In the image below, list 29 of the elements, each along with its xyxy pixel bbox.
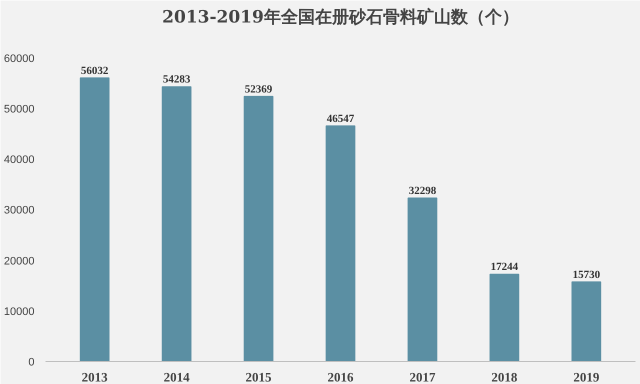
x-tick-label: 2013 <box>82 370 108 384</box>
x-tick-label: 2017 <box>409 370 436 384</box>
y-tick-label: 50000 <box>4 103 35 116</box>
bar <box>326 125 356 362</box>
y-tick-label: 40000 <box>4 154 35 166</box>
x-tick-label: 2015 <box>246 370 272 384</box>
bar <box>571 281 602 362</box>
data-label: 32298 <box>408 185 437 198</box>
data-label: 56032 <box>80 64 109 77</box>
bar <box>408 198 438 362</box>
x-tick-label: 2018 <box>491 370 518 384</box>
bar <box>490 274 520 362</box>
y-tick-label: 10000 <box>4 306 35 318</box>
data-label: 46547 <box>326 112 355 125</box>
x-tick-label: 2014 <box>164 370 190 384</box>
y-tick-label: 60000 <box>4 52 35 65</box>
bar <box>162 86 192 362</box>
y-tick-label: 0 <box>28 356 35 368</box>
data-label: 52369 <box>244 83 273 96</box>
bar <box>80 77 110 362</box>
x-tick-label: 2016 <box>328 370 354 384</box>
y-tick-label: 30000 <box>4 204 35 217</box>
bar <box>244 96 274 362</box>
chart-title: 2013-2019年全国在册砂石骨料矿山数（个） <box>162 8 519 28</box>
data-label: 15730 <box>572 268 601 281</box>
y-tick-label: 20000 <box>4 255 35 268</box>
x-tick-label: 2019 <box>573 370 600 384</box>
data-label: 17244 <box>490 261 519 274</box>
data-label: 54283 <box>162 74 191 86</box>
